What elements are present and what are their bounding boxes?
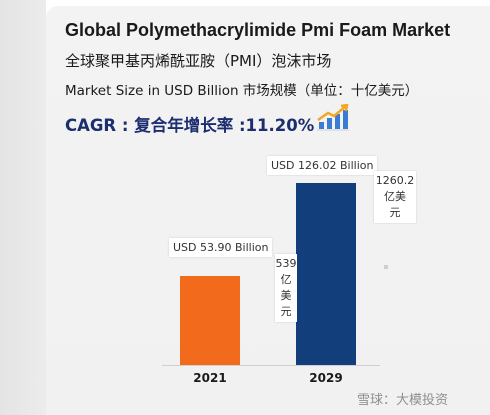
x-axis-baseline	[162, 365, 380, 366]
bar-value-label-cn-2029: 1260.2 亿美 元	[374, 171, 416, 223]
value-cn-line: 539	[275, 257, 297, 270]
growth-chart-icon	[317, 104, 349, 131]
value-cn-line: 元	[280, 305, 292, 318]
cagr-label: CAGR : 复合年增长率 :11.20%	[65, 116, 315, 135]
left-background-stripe	[0, 0, 46, 415]
watermark-text: 雪球：大模投资	[357, 393, 449, 408]
x-tick-label-2029: 2029	[309, 371, 343, 385]
value-cn-line: 亿美	[384, 190, 406, 203]
bar-value-label-2029: USD 126.02 Billion	[267, 156, 378, 175]
value-cn-line: 元	[389, 206, 401, 219]
chart-subtitle-chinese: 全球聚甲基丙烯酰亚胺（PMI）泡沫市场	[65, 52, 332, 70]
value-cn-line: 亿	[280, 273, 292, 286]
value-cn-line: 1260.2	[375, 174, 415, 187]
unit-label: Market Size in USD Billion 市场规模（单位：十亿美元）	[65, 83, 419, 99]
axis-tick-mark	[384, 265, 388, 269]
bar-2021	[180, 276, 240, 365]
bar-2029	[296, 183, 356, 365]
bar-value-label-cn-2021: 539 亿 美 元	[275, 254, 297, 322]
value-cn-line: 美	[280, 289, 292, 302]
bar-value-label-2021: USD 53.90 Billion	[169, 238, 273, 257]
x-tick-label-2021: 2021	[193, 371, 227, 385]
chart-card	[46, 6, 490, 415]
chart-title: Global Polymethacrylimide Pmi Foam Marke…	[65, 20, 451, 40]
